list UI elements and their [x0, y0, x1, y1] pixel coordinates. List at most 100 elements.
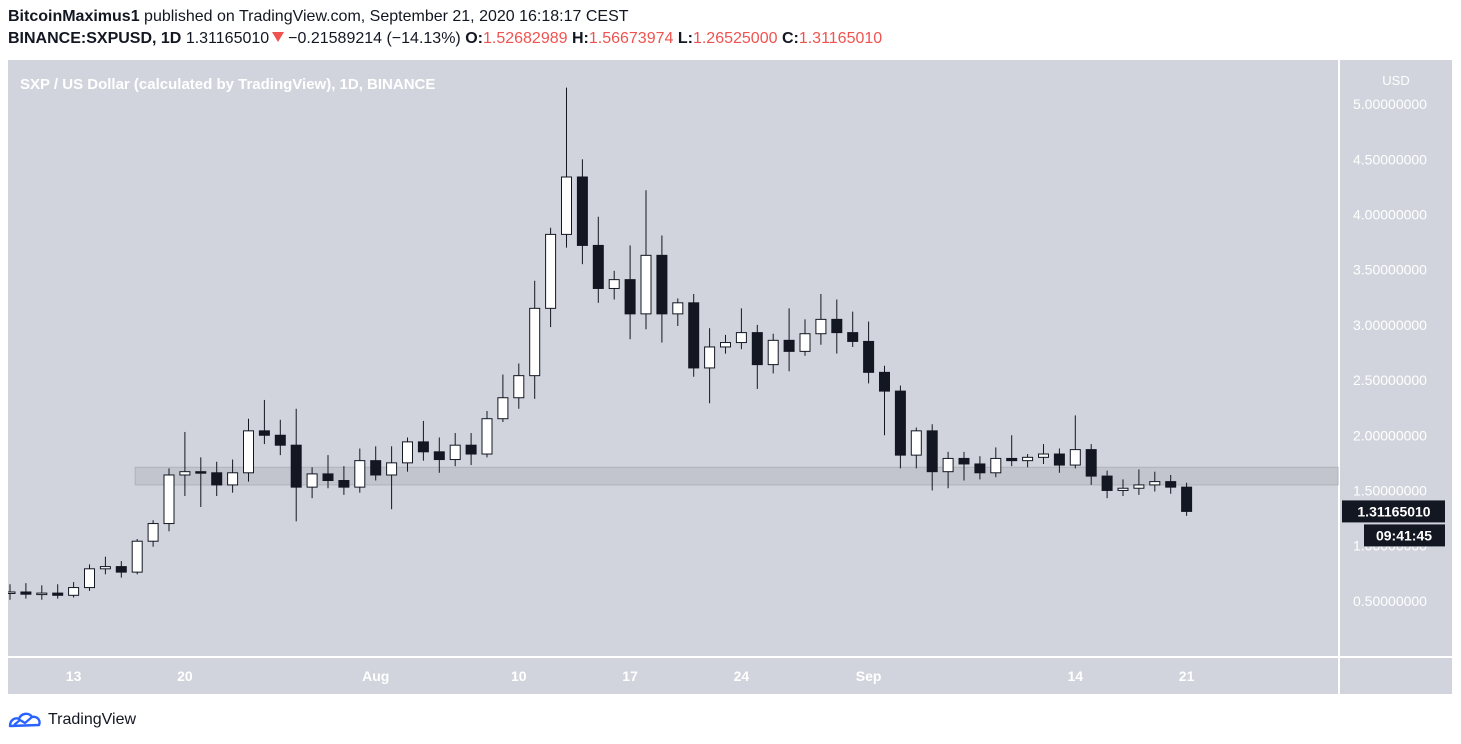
x-tick-label: 20 — [177, 668, 193, 684]
candle-body — [1038, 453, 1049, 458]
candle — [545, 227, 557, 328]
candle — [672, 298, 684, 326]
candle — [36, 585, 48, 600]
candle — [529, 280, 541, 399]
candle — [84, 564, 95, 591]
candle — [1165, 474, 1177, 494]
candle — [402, 437, 413, 472]
candle — [131, 539, 143, 575]
candle-body — [338, 480, 350, 488]
candle — [433, 437, 445, 473]
candle — [704, 328, 716, 404]
y-tick-label: 0.50000000 — [1353, 593, 1427, 609]
candle-body — [1101, 475, 1113, 491]
candle — [195, 457, 207, 507]
candle — [322, 455, 334, 489]
candle-body — [131, 540, 143, 573]
candles-layer — [8, 87, 1193, 600]
publish-line: BitcoinMaximus1 published on TradingView… — [8, 6, 1448, 28]
candle-body — [608, 279, 620, 289]
x-tick-label: Sep — [856, 668, 882, 684]
candle-body — [370, 460, 382, 476]
candle-body — [704, 346, 716, 369]
plot-area[interactable] — [8, 60, 1338, 656]
candle — [1085, 444, 1097, 485]
candle — [863, 321, 875, 384]
candle — [990, 447, 1002, 478]
candle-body — [942, 457, 954, 473]
candle-body — [1085, 449, 1097, 477]
candle-body — [290, 444, 302, 488]
candle — [1022, 454, 1034, 468]
candle-body — [84, 568, 95, 589]
candle — [306, 467, 318, 499]
candle — [640, 190, 652, 330]
close-value: 1.31165010 — [798, 30, 883, 47]
candle-body — [656, 254, 668, 315]
candle — [879, 365, 890, 436]
axis-unit-label: USD — [1382, 73, 1409, 88]
x-tick-label: 24 — [734, 668, 750, 684]
support-zone — [134, 466, 1339, 486]
candle — [243, 418, 254, 482]
candle-body — [1022, 456, 1034, 462]
price-axis[interactable] — [1340, 60, 1452, 656]
candle-body — [258, 430, 270, 436]
candle-body — [36, 592, 48, 596]
candle-body — [831, 318, 843, 334]
x-tick-label: 17 — [622, 668, 638, 684]
high-value: 1.56673974 — [588, 30, 674, 47]
candle-body — [8, 591, 16, 594]
open-label: O: — [465, 30, 483, 47]
candle — [99, 556, 111, 575]
candle — [942, 451, 954, 489]
candlestick-chart[interactable]: SXP / US Dollar (calculated by TradingVi… — [8, 60, 1452, 694]
candle — [767, 333, 779, 374]
candle-body — [481, 418, 493, 455]
candle-body — [513, 375, 525, 399]
candle-body — [52, 592, 64, 596]
candle — [847, 311, 859, 347]
candle-body — [497, 397, 509, 420]
candle — [592, 216, 604, 303]
candle-body — [20, 591, 32, 595]
candle-body — [1133, 484, 1145, 489]
candle — [815, 293, 827, 345]
candle — [1053, 448, 1065, 473]
candle-body — [688, 302, 700, 369]
candle-body — [402, 441, 413, 464]
candle — [290, 408, 302, 522]
current-price-tag: 1.31165010 09:41:45 — [1342, 500, 1445, 547]
candle — [497, 374, 509, 423]
candle-body — [68, 587, 80, 596]
candle-body — [163, 474, 175, 525]
candle — [449, 433, 461, 467]
candle-body — [799, 333, 811, 352]
candle-body — [195, 471, 207, 474]
candle — [624, 245, 636, 340]
candle — [688, 293, 700, 377]
candle — [52, 584, 64, 599]
x-tick-label: 21 — [1179, 668, 1195, 684]
last-price: 1.31165010 — [185, 30, 270, 47]
low-label: L: — [677, 30, 693, 47]
candle-body — [306, 473, 318, 488]
candle-body — [1053, 453, 1065, 466]
candle-body — [1149, 481, 1161, 486]
time-axis[interactable] — [8, 658, 1338, 694]
footer-logo[interactable]: TradingView — [8, 708, 136, 732]
x-tick-label: 10 — [511, 668, 527, 684]
candle — [894, 385, 906, 469]
candle — [720, 334, 731, 354]
author-name[interactable]: BitcoinMaximus1 — [8, 8, 140, 25]
candle-body — [1181, 486, 1193, 512]
candle-body — [624, 279, 636, 315]
candle — [576, 159, 588, 265]
candle-body — [449, 444, 461, 461]
y-tick-label: 2.50000000 — [1353, 372, 1427, 388]
candle-body — [783, 339, 795, 352]
candle-body — [147, 523, 159, 542]
low-value: 1.26525000 — [692, 30, 778, 47]
candle-body — [879, 371, 890, 392]
candle-body — [990, 457, 1002, 474]
